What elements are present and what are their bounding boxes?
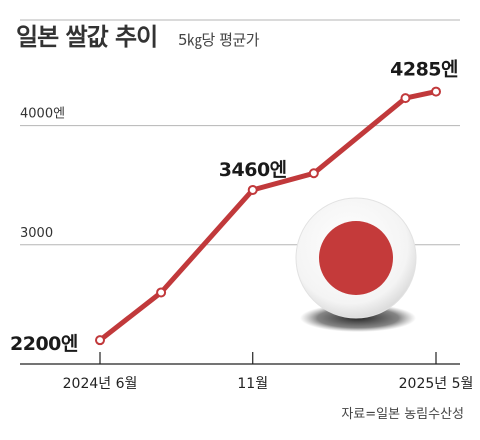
data-point-5 [431, 86, 441, 97]
x-tick-label-2: 2025년 5월 [399, 376, 474, 392]
y-tick-label-3000: 3000 [20, 226, 53, 241]
data-point-2 [247, 184, 258, 195]
x-tick-label-1: 11월 [237, 376, 268, 392]
data-label-2: 3460엔 [219, 159, 287, 181]
chart-subtitle: 5㎏당 평균가 [178, 31, 260, 49]
price-line [97, 89, 439, 343]
data-point-4 [400, 93, 411, 104]
data-point-3 [308, 168, 319, 179]
x-axis: 2024년 6월 11월 2025년 5월 [20, 352, 473, 392]
data-label-5: 4285엔 [390, 59, 458, 81]
japan-flag-badge [295, 197, 417, 332]
x-tick-label-0: 2024년 6월 [63, 376, 138, 392]
y-tick-label-4000: 4000엔 [20, 107, 65, 122]
data-point-0 [95, 335, 105, 346]
data-point-1 [156, 287, 167, 298]
series-price [95, 86, 441, 346]
data-label-0: 2200엔 [10, 333, 78, 355]
data-labels: 2200엔 3460엔 4285엔 [10, 59, 459, 356]
source-note: 자료=일본 농림수산성 [341, 407, 464, 422]
chart-title: 일본 쌀값 추이 [16, 23, 157, 51]
flag-red-circle [319, 221, 393, 295]
